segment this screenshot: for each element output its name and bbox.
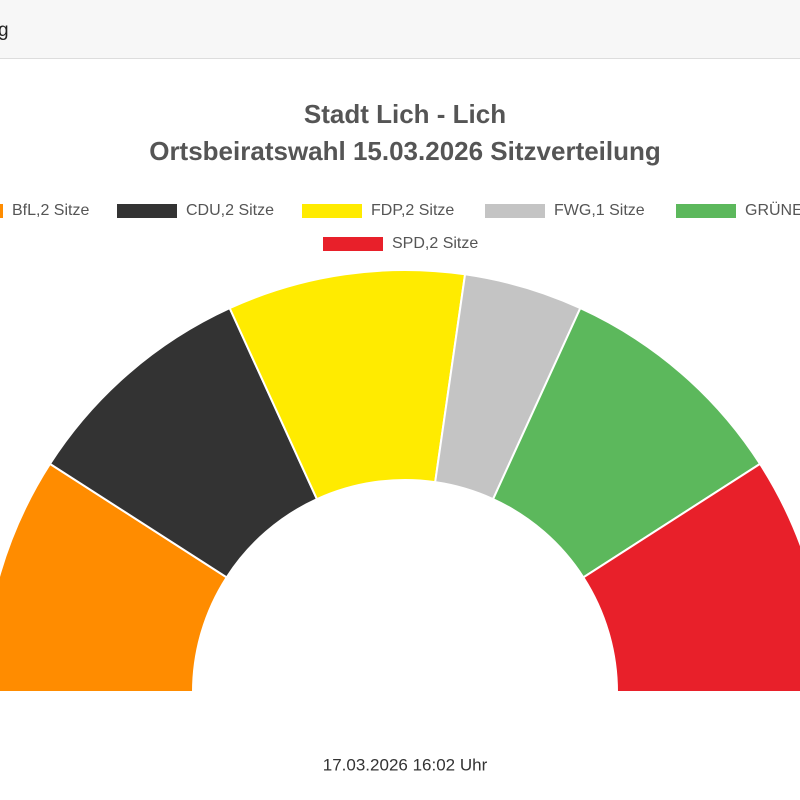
legend-swatch [676, 204, 736, 218]
chart-title: Stadt Lich - Lich [304, 99, 506, 129]
legend-label: BfL,2 Sitze [12, 202, 89, 219]
seat-segment [228, 269, 467, 501]
top-bar [0, 0, 800, 58]
legend-label: CDU,2 Sitze [186, 202, 274, 219]
legend-swatch [302, 204, 362, 218]
legend-swatch [323, 237, 383, 251]
legend-swatch [485, 204, 545, 218]
footer-timestamp: 17.03.2026 16:02 Uhr [323, 755, 488, 774]
seat-segment [581, 462, 800, 693]
seat-segment [0, 462, 229, 693]
seat-segment [491, 306, 762, 579]
legend-swatch [117, 204, 177, 218]
legend-label: SPD,2 Sitze [392, 235, 478, 252]
legend-label: FDP,2 Sitze [371, 202, 454, 219]
seat-segment [48, 306, 319, 579]
legend-label: FWG,1 Sitze [554, 202, 645, 219]
tab-title: g [0, 20, 9, 41]
legend-swatch [0, 204, 3, 218]
chart-subtitle: Ortsbeiratswahl 15.03.2026 Sitzverteilun… [149, 136, 661, 166]
legend-label: GRÜNE,2 Sitze [745, 201, 800, 219]
